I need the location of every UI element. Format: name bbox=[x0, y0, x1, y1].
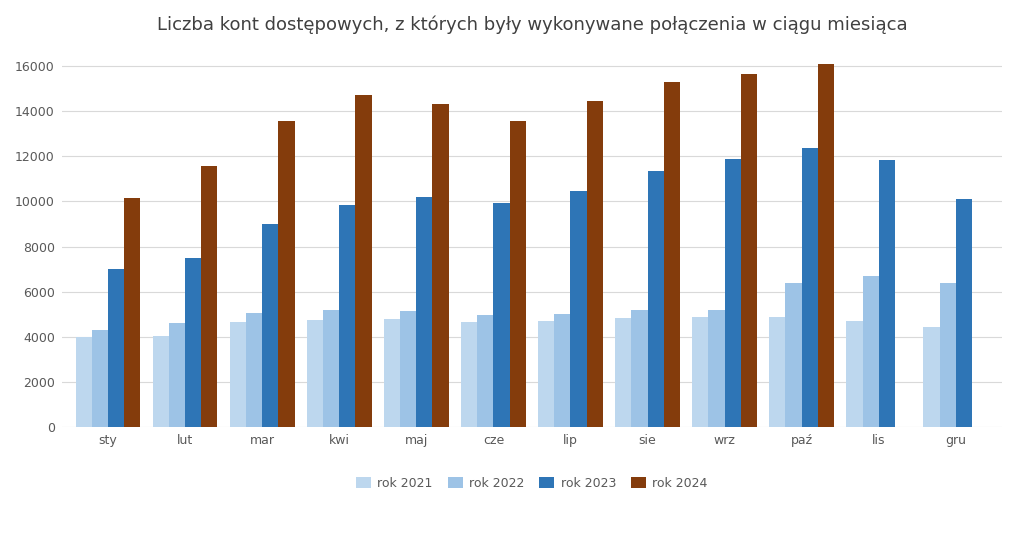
Bar bbox=[169, 324, 185, 427]
Bar bbox=[323, 310, 340, 427]
Bar bbox=[416, 197, 432, 427]
Bar bbox=[493, 202, 510, 427]
Bar bbox=[384, 319, 400, 427]
Bar bbox=[538, 321, 554, 427]
Title: Liczba kont dostępowych, z których były wykonywane połączenia w ciągu miesiąca: Liczba kont dostępowych, z których były … bbox=[157, 15, 907, 34]
Bar bbox=[92, 330, 108, 427]
Bar bbox=[587, 101, 603, 427]
Bar bbox=[923, 327, 940, 427]
Bar bbox=[355, 96, 371, 427]
Bar bbox=[230, 322, 246, 427]
Bar bbox=[785, 282, 801, 427]
Bar bbox=[879, 160, 895, 427]
Bar bbox=[108, 269, 124, 427]
Bar bbox=[185, 258, 201, 427]
Bar bbox=[769, 317, 785, 427]
Bar bbox=[124, 198, 140, 427]
Bar bbox=[571, 191, 587, 427]
Bar bbox=[201, 167, 218, 427]
Bar bbox=[846, 321, 862, 427]
Bar bbox=[632, 310, 648, 427]
Bar bbox=[818, 64, 834, 427]
Bar bbox=[648, 171, 664, 427]
Bar bbox=[340, 205, 355, 427]
Bar bbox=[153, 336, 169, 427]
Bar bbox=[740, 74, 757, 427]
Bar bbox=[75, 337, 92, 427]
Legend: rok 2021, rok 2022, rok 2023, rok 2024: rok 2021, rok 2022, rok 2023, rok 2024 bbox=[351, 472, 713, 495]
Bar bbox=[940, 282, 956, 427]
Bar bbox=[554, 315, 571, 427]
Bar bbox=[956, 199, 972, 427]
Bar bbox=[262, 224, 279, 427]
Bar bbox=[510, 121, 526, 427]
Bar bbox=[724, 159, 740, 427]
Bar bbox=[477, 316, 493, 427]
Bar bbox=[801, 148, 818, 427]
Bar bbox=[664, 82, 680, 427]
Bar bbox=[400, 311, 416, 427]
Bar bbox=[461, 322, 477, 427]
Bar bbox=[432, 104, 448, 427]
Bar bbox=[862, 276, 879, 427]
Bar bbox=[709, 310, 724, 427]
Bar bbox=[246, 313, 262, 427]
Bar bbox=[693, 317, 709, 427]
Bar bbox=[307, 320, 323, 427]
Bar bbox=[615, 318, 632, 427]
Bar bbox=[279, 121, 295, 427]
